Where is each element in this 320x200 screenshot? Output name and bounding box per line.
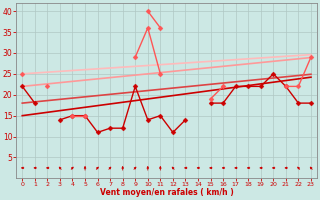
X-axis label: Vent moyen/en rafales ( km/h ): Vent moyen/en rafales ( km/h ) — [100, 188, 234, 197]
